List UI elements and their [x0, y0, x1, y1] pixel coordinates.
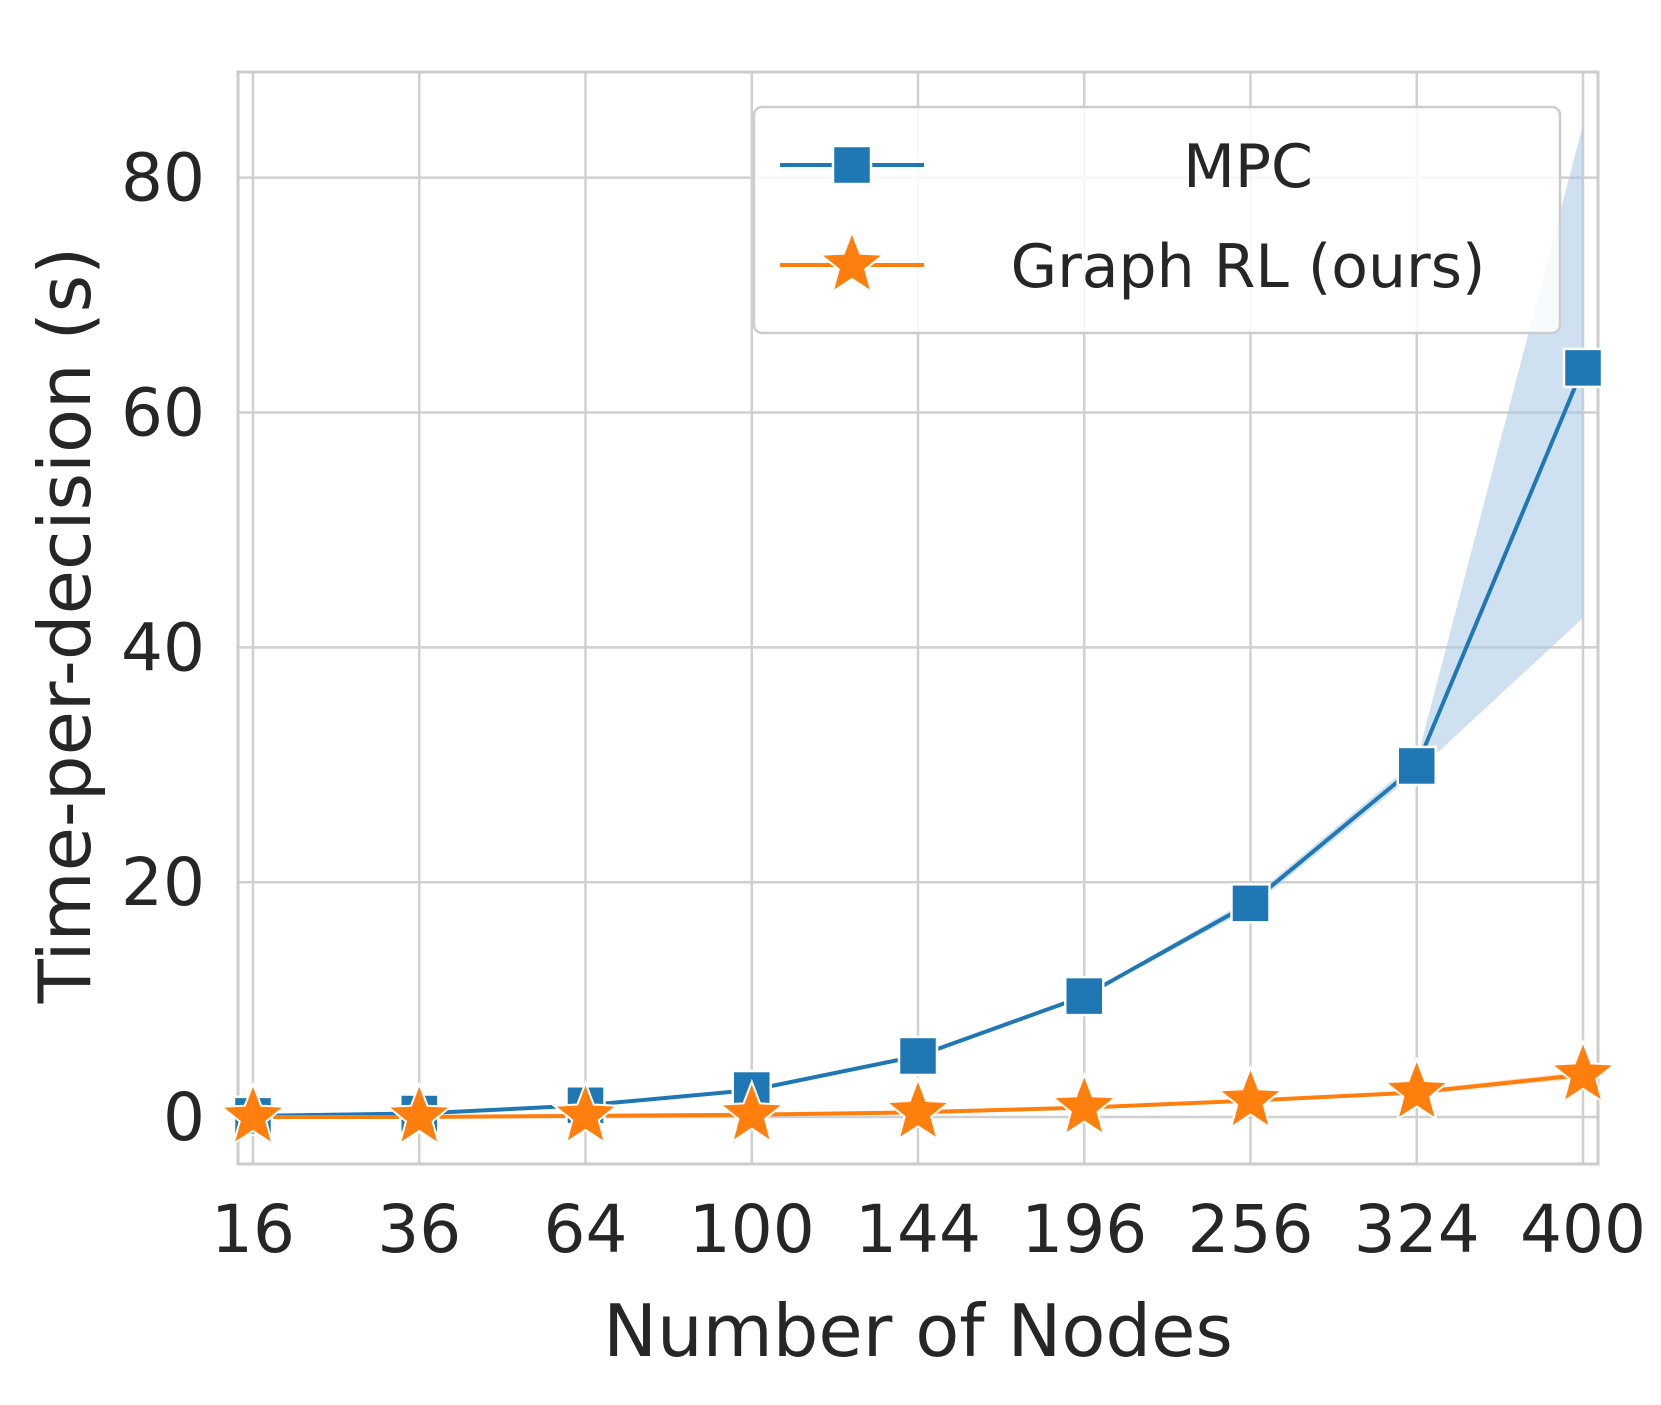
y-tick-label: 40	[121, 609, 205, 686]
y-tick-label: 80	[121, 140, 205, 217]
x-axis-label: Number of Nodes	[603, 1289, 1233, 1373]
mpc-marker	[1064, 975, 1105, 1017]
y-tick-label: 0	[163, 1079, 205, 1156]
graph-rl-ours-marker	[717, 1078, 786, 1144]
x-tick-label: 36	[377, 1191, 461, 1268]
x-tick-labels: 16 36 64 100 144 196 256 324 400	[211, 1191, 1646, 1268]
y-tick-label: 60	[121, 375, 205, 452]
series-markers	[218, 347, 1618, 1146]
x-tick-label: 64	[544, 1191, 628, 1268]
x-tick-label: 256	[1188, 1191, 1314, 1268]
graph-rl-ours-marker	[1548, 1038, 1618, 1104]
y-tick-label: 20	[121, 844, 205, 921]
x-tick-label: 144	[855, 1191, 981, 1268]
legend-graph-rl-ours-marker	[817, 229, 887, 294]
graph-rl-ours-marker	[1382, 1056, 1451, 1122]
graph-rl-ours-marker	[218, 1081, 288, 1146]
x-tick-label: 196	[1021, 1191, 1147, 1268]
plot-frame	[236, 70, 1600, 1166]
graph-rl-ours-marker	[883, 1076, 953, 1142]
x-tick-label: 324	[1354, 1191, 1480, 1268]
graph-rl-ours-marker	[551, 1080, 620, 1145]
mpc-marker	[1396, 745, 1437, 787]
mpc-marker	[1562, 347, 1604, 389]
legend-mpc-label: MPC	[1183, 132, 1313, 202]
legend-box	[752, 105, 1562, 335]
legend-graph-rl-ours-label: Graph RL (ours)	[1011, 232, 1486, 302]
x-tick-label: 16	[211, 1191, 295, 1268]
y-tick-labels: 0 20 40 60 80	[121, 140, 205, 1156]
mpc-marker	[1230, 883, 1271, 924]
graph-rl-ours-marker	[1050, 1071, 1119, 1137]
legend: MPC Graph RL (ours)	[752, 105, 1562, 335]
graph-rl-ours-marker	[1216, 1064, 1285, 1130]
x-tick-label: 100	[689, 1191, 815, 1268]
y-axis-label: Time-per-decision (s)	[23, 247, 107, 1005]
mpc-marker	[897, 1035, 939, 1077]
legend-mpc-marker	[831, 144, 873, 186]
legend-entries: MPC Graph RL (ours)	[780, 132, 1485, 302]
graph-rl-ours-marker	[385, 1081, 454, 1146]
x-tick-label: 400	[1520, 1191, 1646, 1268]
